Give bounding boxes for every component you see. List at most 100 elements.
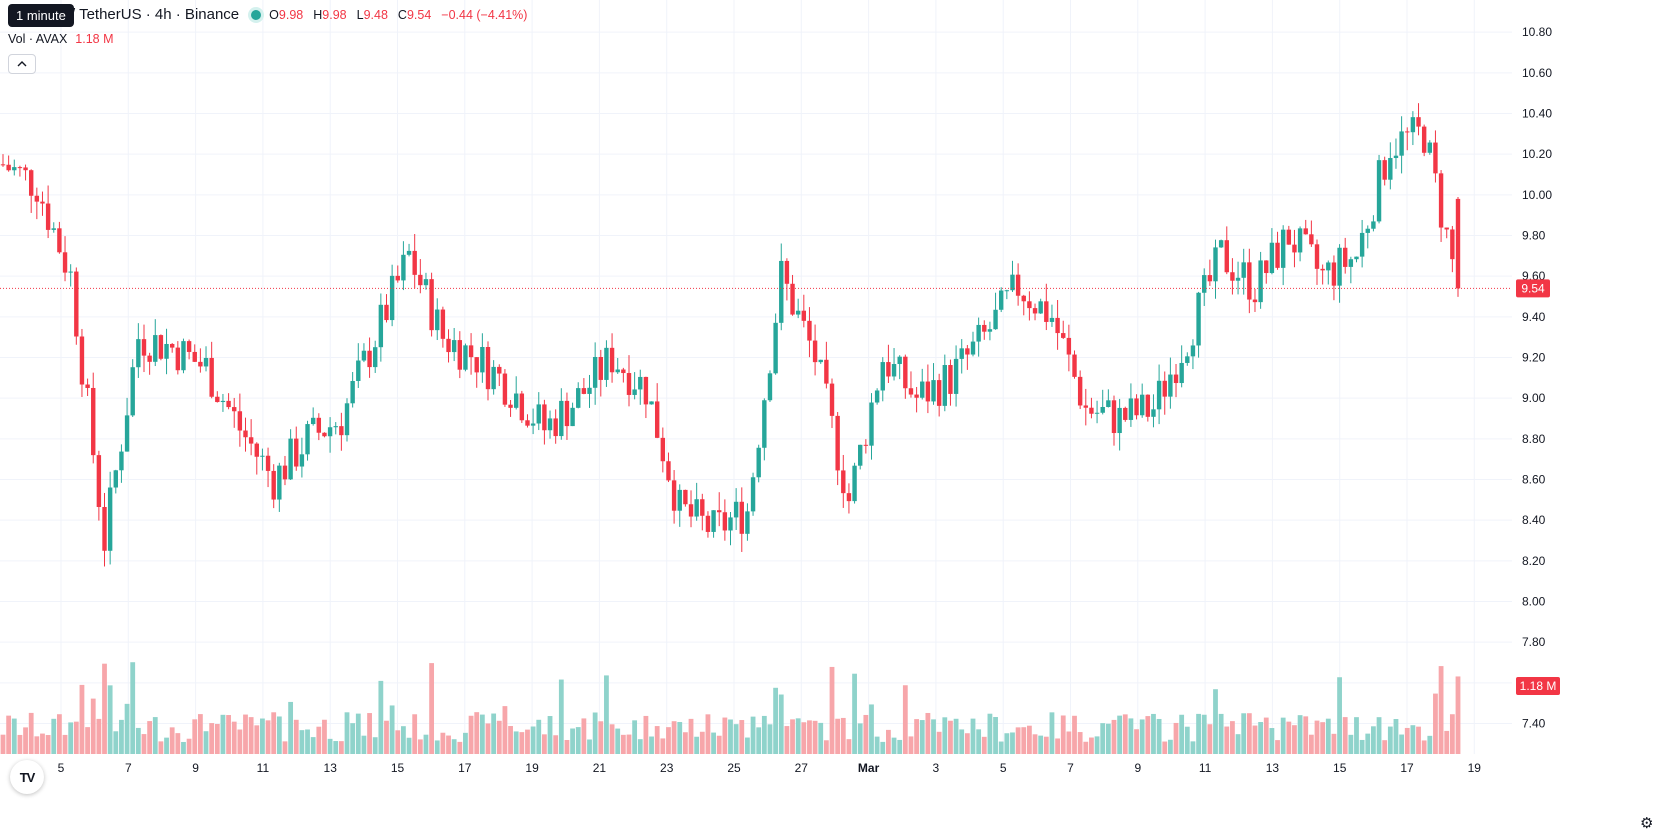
candle-body (1094, 412, 1100, 414)
volume-bar (248, 717, 254, 754)
candle-body (784, 260, 790, 284)
symbol-legend: / TetherUS · 4h · Binance O9.98 H9.98 L9… (8, 6, 537, 23)
volume-bar (1308, 734, 1314, 754)
candle-body (485, 347, 491, 390)
candle-body (463, 345, 468, 370)
candle-body (423, 279, 429, 286)
candle-body (666, 461, 671, 481)
volume-bar (1246, 713, 1252, 754)
price-tick-label: 10.80 (1522, 25, 1552, 39)
candle-body (1359, 232, 1365, 257)
candle-body (446, 338, 451, 353)
volume-bar (40, 733, 45, 754)
volume-bar (1224, 726, 1230, 754)
volume-bar (756, 727, 762, 754)
volume-bar (745, 737, 750, 754)
candle-body (1444, 227, 1449, 230)
volume-bar (1128, 718, 1134, 754)
candle-body (265, 455, 271, 471)
volume-bar (1314, 720, 1320, 754)
candle-body (1027, 301, 1032, 309)
candle-body (626, 373, 632, 395)
volume-bar (186, 738, 192, 754)
volume-bar (615, 728, 621, 754)
volume-bar (829, 666, 835, 754)
time-tick-label: 5 (1000, 761, 1007, 775)
volume-bar (113, 731, 119, 754)
volume-bar (463, 732, 468, 754)
candle-body (750, 477, 756, 512)
volume-bar (209, 723, 215, 754)
volume-bar (1303, 716, 1309, 754)
volume-bar (310, 737, 316, 754)
volume-bar (1196, 713, 1201, 754)
candle-body (1286, 229, 1292, 245)
candle-body (920, 381, 925, 398)
volume-bar (260, 718, 265, 754)
volume-bar (739, 720, 745, 754)
time-tick-label: 9 (192, 761, 199, 775)
price-tick-label: 9.00 (1522, 391, 1546, 405)
tradingview-logo[interactable]: TV (10, 760, 44, 794)
candle-body (1021, 295, 1026, 302)
volume-bar (823, 740, 829, 754)
volume-bar (1404, 727, 1410, 754)
volume-bar (1365, 733, 1371, 754)
candle-body (942, 365, 948, 406)
candle-body (57, 228, 62, 253)
candle-body (1269, 242, 1275, 274)
volume-bar (660, 738, 666, 754)
time-tick-label: 15 (1333, 761, 1347, 775)
volume-bar (1004, 733, 1010, 754)
candle-body (564, 400, 570, 427)
volume-bar (575, 727, 581, 754)
volume-bar (401, 726, 406, 754)
volume-bar (863, 714, 869, 754)
candle-body (1410, 117, 1416, 133)
candle-body (305, 424, 310, 455)
candle-body (322, 432, 327, 437)
candle-body (587, 387, 592, 394)
candle-body (1151, 409, 1156, 417)
volume-bar (1055, 738, 1060, 754)
volume-bar (942, 717, 948, 754)
candle-body (773, 322, 778, 374)
time-tick-label: 13 (1266, 761, 1280, 775)
candle-body (468, 345, 474, 358)
candle-body (903, 356, 908, 389)
candle-body (931, 380, 936, 402)
volume-bar (384, 720, 389, 754)
volume-bar (1449, 714, 1455, 754)
volume-bar (925, 712, 931, 754)
symbol-title[interactable]: / TetherUS · 4h · Binance (71, 6, 240, 23)
volume-bar (496, 720, 502, 754)
collapse-legend-button[interactable] (8, 54, 36, 74)
price-tick-label: 7.40 (1522, 717, 1546, 731)
candle-body (1055, 317, 1060, 334)
volume-bar (1049, 712, 1055, 754)
candle-body (62, 252, 68, 273)
ohlc-high: H9.98 (313, 7, 347, 22)
candle-body (418, 274, 423, 286)
gear-icon[interactable]: ⚙ (1640, 815, 1654, 832)
candle-body (841, 470, 846, 494)
volume-bar (62, 734, 68, 754)
candle-body (530, 423, 536, 426)
price-tick-label: 9.40 (1522, 310, 1546, 324)
candle-body (277, 465, 282, 500)
volume-bar (45, 735, 51, 754)
candle-body (1326, 262, 1331, 271)
volume-bar (931, 719, 936, 754)
candle-body (1066, 337, 1072, 355)
candle-body (1241, 262, 1246, 278)
candle-body (1179, 362, 1184, 384)
time-tick-label: 17 (1400, 761, 1414, 775)
candle-body (1077, 376, 1083, 406)
time-tick-label: 5 (58, 761, 65, 775)
volume-bar (818, 722, 824, 754)
volume-bar (220, 714, 226, 754)
volume-bar (1010, 732, 1015, 754)
candle-body (1123, 407, 1128, 420)
price-axis: 10.8010.6010.4010.2010.009.809.609.409.2… (1522, 25, 1552, 730)
